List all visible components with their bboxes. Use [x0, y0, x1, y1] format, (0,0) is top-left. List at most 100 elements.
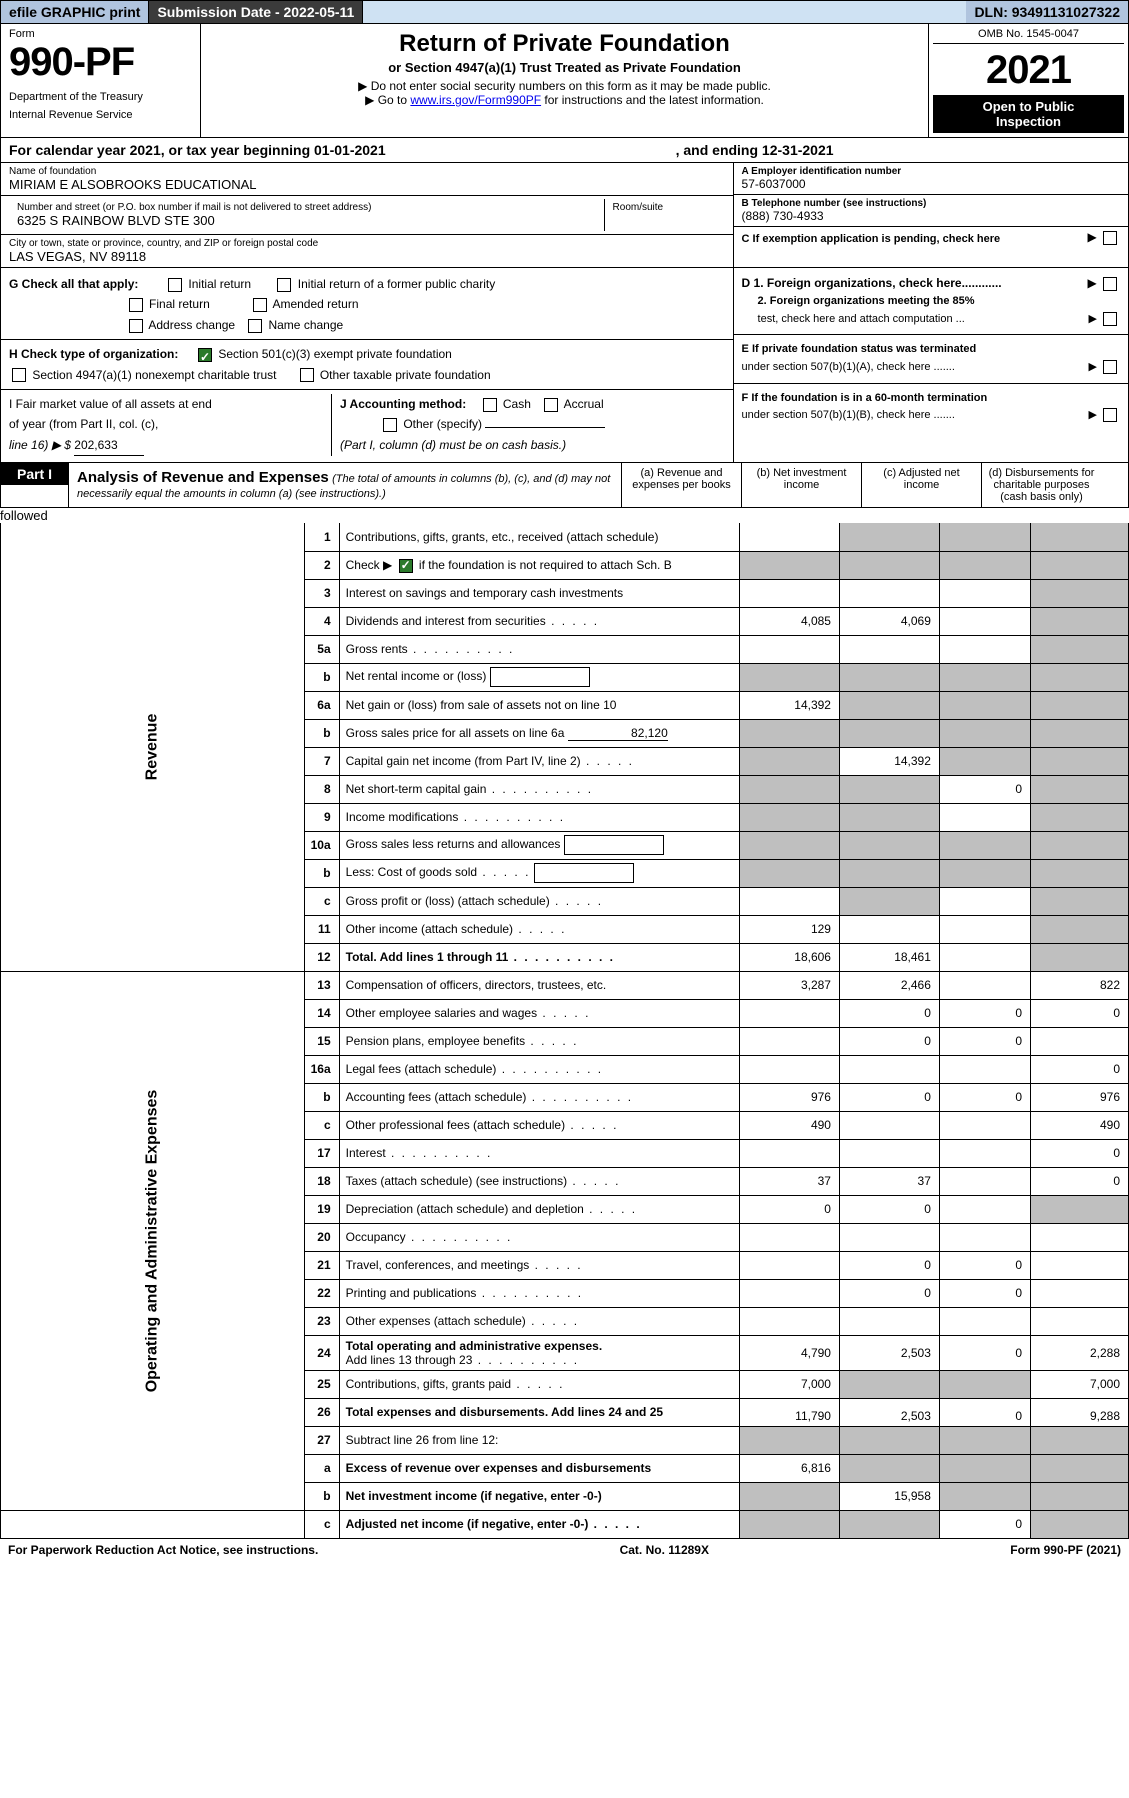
entity-info: Name of foundation MIRIAM E ALSOBROOKS E…	[0, 163, 1129, 268]
d2-checkbox[interactable]	[1103, 312, 1117, 326]
check-right: D 1. Foreign organizations, check here..…	[734, 268, 1128, 462]
tax-year: 2021	[933, 48, 1124, 93]
part1-tab-wrap: Part I	[1, 463, 69, 507]
h-label: H Check type of organization:	[9, 347, 178, 361]
col-a-header: (a) Revenue and expenses per books	[621, 463, 741, 507]
l2-num: 2	[304, 551, 339, 579]
addr-label: Number and street (or P.O. box number if…	[17, 202, 596, 213]
foundation-name: MIRIAM E ALSOBROOKS EDUCATIONAL	[9, 177, 725, 192]
j-other: Other (specify)	[403, 417, 482, 431]
i-block: I Fair market value of all assets at end…	[9, 394, 331, 456]
d2-row: 2. Foreign organizations meeting the 85%…	[742, 293, 1120, 328]
g-initial: Initial return	[188, 277, 251, 291]
h-other: Other taxable private foundation	[320, 368, 491, 382]
j-accrual: Accrual	[564, 397, 604, 411]
form-word: Form	[9, 28, 192, 40]
g-initial-former-checkbox[interactable]	[277, 278, 291, 292]
form-subtitle: or Section 4947(a)(1) Trust Treated as P…	[213, 60, 916, 75]
g-name-checkbox[interactable]	[248, 319, 262, 333]
l1-c	[939, 523, 1030, 551]
city-cell: City or town, state or province, country…	[1, 235, 733, 267]
form-title: Return of Private Foundation	[213, 30, 916, 58]
phone-value: (888) 730-4933	[742, 209, 1120, 223]
col-b-header: (b) Net investment income	[741, 463, 861, 507]
j-note: (Part I, column (d) must be on cash basi…	[340, 438, 566, 452]
efile-label: efile GRAPHIC print	[1, 1, 149, 23]
j-other-checkbox[interactable]	[383, 418, 397, 432]
h-4947-checkbox[interactable]	[12, 368, 26, 382]
part1-header-row: Part I Analysis of Revenue and Expenses …	[0, 463, 1129, 508]
j-cash-checkbox[interactable]	[483, 398, 497, 412]
header-center: Return of Private Foundation or Section …	[201, 24, 928, 137]
line-1: Revenue 1 Contributions, gifts, grants, …	[1, 523, 1129, 551]
calendar-year-row: For calendar year 2021, or tax year begi…	[0, 138, 1129, 163]
instr-1: ▶ Do not enter social security numbers o…	[213, 79, 916, 93]
j-label: J Accounting method:	[340, 397, 466, 411]
line-27c: cAdjusted net income (if negative, enter…	[1, 1510, 1129, 1538]
inspect-2: Inspection	[996, 114, 1061, 129]
g-final-checkbox[interactable]	[129, 298, 143, 312]
l1-b	[839, 523, 939, 551]
e-row: E If private foundation status was termi…	[734, 334, 1128, 376]
f1: F If the foundation is in a 60-month ter…	[742, 392, 988, 404]
f-checkbox[interactable]	[1103, 408, 1117, 422]
dept-irs: Internal Revenue Service	[9, 109, 192, 121]
g-amended: Amended return	[272, 297, 358, 311]
exemption-pending-cell: C If exemption application is pending, c…	[734, 227, 1128, 248]
room-label: Room/suite	[613, 202, 717, 213]
cal-begin: For calendar year 2021, or tax year begi…	[9, 142, 676, 158]
address: 6325 S RAINBOW BLVD STE 300	[17, 213, 596, 228]
d1-checkbox[interactable]	[1103, 277, 1117, 291]
revenue-tab: Revenue	[1, 523, 305, 971]
part1-cols: (a) Revenue and expenses per books (b) N…	[621, 463, 1101, 507]
d2b: test, check here and attach computation …	[758, 313, 965, 325]
entity-left: Name of foundation MIRIAM E ALSOBROOKS E…	[1, 163, 734, 267]
header-left: Form 990-PF Department of the Treasury I…	[1, 24, 201, 137]
j-accrual-checkbox[interactable]	[544, 398, 558, 412]
c-label: C If exemption application is pending, c…	[742, 233, 1001, 245]
d2a: 2. Foreign organizations meeting the 85%	[758, 295, 975, 307]
footer-left: For Paperwork Reduction Act Notice, see …	[8, 1543, 318, 1557]
expenses-tab: Operating and Administrative Expenses	[1, 971, 305, 1510]
efile-topbar: efile GRAPHIC print Submission Date - 20…	[0, 0, 1129, 24]
l2-checkbox[interactable]	[399, 559, 413, 573]
l2-label: Check ▶ if the foundation is not require…	[339, 551, 739, 579]
part1-table: Revenue 1 Contributions, gifts, grants, …	[0, 523, 1129, 1539]
g-addr: Address change	[148, 318, 235, 332]
f-row: F If the foundation is in a 60-month ter…	[734, 383, 1128, 425]
h-501c3-checkbox[interactable]	[198, 348, 212, 362]
i-amount: 202,633	[74, 435, 144, 456]
g-amended-checkbox[interactable]	[253, 298, 267, 312]
entity-right: A Employer identification number 57-6037…	[734, 163, 1128, 267]
part1-tab: Part I	[1, 463, 68, 485]
dept-treasury: Department of the Treasury	[9, 91, 192, 103]
phone-label: B Telephone number (see instructions)	[742, 198, 1120, 209]
col-d-header: (d) Disbursements for charitable purpose…	[981, 463, 1101, 507]
line-13: Operating and Administrative Expenses 13…	[1, 971, 1129, 999]
g-initial-checkbox[interactable]	[168, 278, 182, 292]
h-other-checkbox[interactable]	[300, 368, 314, 382]
j-other-line	[485, 427, 605, 428]
j-block: J Accounting method: Cash Accrual Other …	[331, 394, 725, 456]
f2: under section 507(b)(1)(B), check here .…	[742, 409, 955, 421]
name-label: Name of foundation	[9, 166, 725, 177]
e2: under section 507(b)(1)(A), check here .…	[742, 361, 955, 373]
e-checkbox[interactable]	[1103, 360, 1117, 374]
header-right: OMB No. 1545-0047 2021 Open to Public In…	[928, 24, 1128, 137]
c-checkbox[interactable]	[1103, 231, 1117, 245]
e1: E If private foundation status was termi…	[742, 343, 977, 355]
part1-desc: Analysis of Revenue and Expenses (The to…	[69, 463, 621, 507]
g-addr-checkbox[interactable]	[129, 319, 143, 333]
col-c-header: (c) Adjusted net income	[861, 463, 981, 507]
l5b-box	[490, 667, 590, 687]
g-initial-former: Initial return of a former public charit…	[298, 277, 495, 291]
irs-link[interactable]: www.irs.gov/Form990PF	[410, 93, 541, 107]
g-row: G Check all that apply: Initial return I…	[9, 274, 725, 335]
l1-num: 1	[304, 523, 339, 551]
l1-d	[1031, 523, 1129, 551]
page-footer: For Paperwork Reduction Act Notice, see …	[0, 1539, 1129, 1561]
instr-2-suffix: for instructions and the latest informat…	[541, 93, 764, 107]
phone-cell: B Telephone number (see instructions) (8…	[734, 195, 1128, 227]
footer-right: Form 990-PF (2021)	[1010, 1543, 1121, 1557]
part1-title: Analysis of Revenue and Expenses	[77, 469, 329, 486]
